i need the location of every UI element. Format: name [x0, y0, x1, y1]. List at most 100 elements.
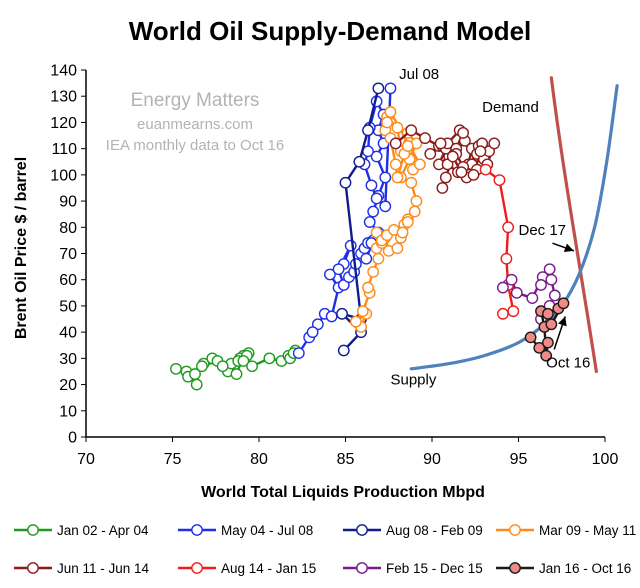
y-tick-label: 0 — [68, 430, 77, 447]
data-point — [349, 315, 362, 328]
legend-marker — [27, 524, 39, 536]
x-tick-label: 85 — [337, 451, 355, 468]
legend-marker — [509, 524, 521, 536]
data-point — [196, 360, 208, 373]
data-point — [230, 368, 243, 380]
curve-supply — [409, 84, 619, 371]
x-tick-label: 90 — [423, 451, 441, 468]
x-tick-label: 80 — [250, 451, 268, 468]
data-point — [344, 239, 357, 252]
data-point — [362, 281, 374, 294]
data-point — [379, 171, 392, 184]
data-point — [497, 281, 509, 294]
data-point — [370, 192, 383, 205]
data-point — [401, 140, 414, 152]
data-point — [545, 318, 558, 331]
data-point — [446, 150, 459, 163]
data-point — [337, 344, 350, 357]
y-tick-label: 70 — [59, 246, 77, 263]
data-point — [324, 268, 336, 281]
data-point — [497, 307, 509, 320]
annotations: Jul 08 Demand Dec 17 Oct 16 Supply — [390, 66, 590, 388]
data-point — [332, 263, 345, 276]
y-tick-label: 10 — [59, 403, 77, 420]
legend-marker — [191, 562, 203, 574]
annotation-label: Supply — [390, 372, 436, 389]
annotation-arrow-head — [558, 316, 567, 327]
data-point — [379, 200, 392, 213]
watermark-line: euanmearns.com — [137, 116, 253, 133]
data-point — [533, 341, 546, 354]
data-point — [170, 362, 182, 375]
data-point — [325, 310, 338, 323]
legend-marker — [27, 562, 39, 574]
data-point — [389, 158, 402, 171]
y-tick-label: 50 — [59, 298, 77, 315]
annotation-label: Oct 16 — [546, 355, 590, 372]
data-point — [189, 368, 201, 380]
data-point — [381, 116, 393, 129]
axes: 0 10 20 30 40 50 60 70 80 90 100 110 120 130 140 70 75 80… — [50, 63, 618, 469]
legend-label: Aug 14 - Jan 15 — [221, 561, 316, 576]
data-point — [362, 124, 374, 137]
data-series — [170, 82, 570, 391]
data-point — [526, 292, 539, 304]
data-point — [543, 263, 556, 276]
legend-label: Jan 16 - Oct 16 — [539, 561, 631, 576]
data-point — [216, 360, 229, 373]
y-tick-label: 140 — [50, 63, 77, 80]
data-point — [263, 352, 276, 365]
annotation-arrow-head — [563, 243, 574, 253]
x-axis-label: World Total Liquids Production Mbpd — [201, 484, 485, 501]
data-point — [548, 289, 561, 302]
x-tick-label: 95 — [510, 451, 528, 468]
data-point — [540, 349, 553, 362]
data-point — [384, 82, 397, 95]
data-point — [401, 216, 414, 228]
legend-label: Jan 02 - Apr 04 — [57, 523, 149, 538]
data-point — [360, 252, 373, 265]
y-axis-label: Brent Oil Price $ / barrel — [13, 157, 30, 339]
data-point — [457, 127, 470, 139]
legend-marker — [191, 524, 203, 536]
data-point — [367, 205, 380, 218]
data-point — [474, 145, 487, 158]
data-point — [396, 226, 409, 239]
y-tick-label: 110 — [51, 141, 77, 158]
legend: Jan 02 - Apr 04 May 04 - Jul 08 Aug 08 - F… — [14, 523, 636, 576]
legend-marker — [509, 562, 521, 574]
data-point — [336, 307, 348, 320]
watermark-line: IEA monthly data to Oct 16 — [106, 137, 284, 154]
data-point — [419, 132, 431, 145]
data-point — [190, 378, 203, 391]
y-tick-label: 130 — [50, 89, 77, 106]
data-point — [408, 205, 421, 218]
data-point — [372, 252, 385, 265]
data-point — [542, 307, 554, 320]
data-point — [502, 221, 515, 234]
legend-marker — [356, 524, 368, 536]
data-point — [505, 273, 518, 286]
data-point — [455, 166, 468, 179]
data-point — [439, 171, 452, 184]
legend-marker — [356, 562, 368, 574]
y-tick-label: 30 — [59, 351, 77, 368]
x-tick-label: 75 — [164, 451, 182, 468]
data-point — [292, 347, 305, 360]
data-point — [542, 336, 554, 349]
legend-label: Aug 08 - Feb 09 — [386, 523, 483, 538]
data-point — [363, 216, 376, 228]
model-curves — [409, 76, 619, 374]
legend-label: Jun 11 - Jun 14 — [57, 561, 150, 576]
data-point — [372, 82, 385, 95]
legend-label: Feb 15 - Dec 15 — [386, 561, 483, 576]
annotation-label: Dec 17 — [519, 222, 567, 239]
data-point — [510, 286, 523, 299]
annotation-label: Jul 08 — [399, 66, 439, 83]
data-point — [306, 326, 319, 339]
x-tick-label: 70 — [77, 451, 95, 468]
data-point — [391, 121, 404, 134]
data-point — [237, 355, 250, 367]
data-point — [410, 195, 423, 207]
